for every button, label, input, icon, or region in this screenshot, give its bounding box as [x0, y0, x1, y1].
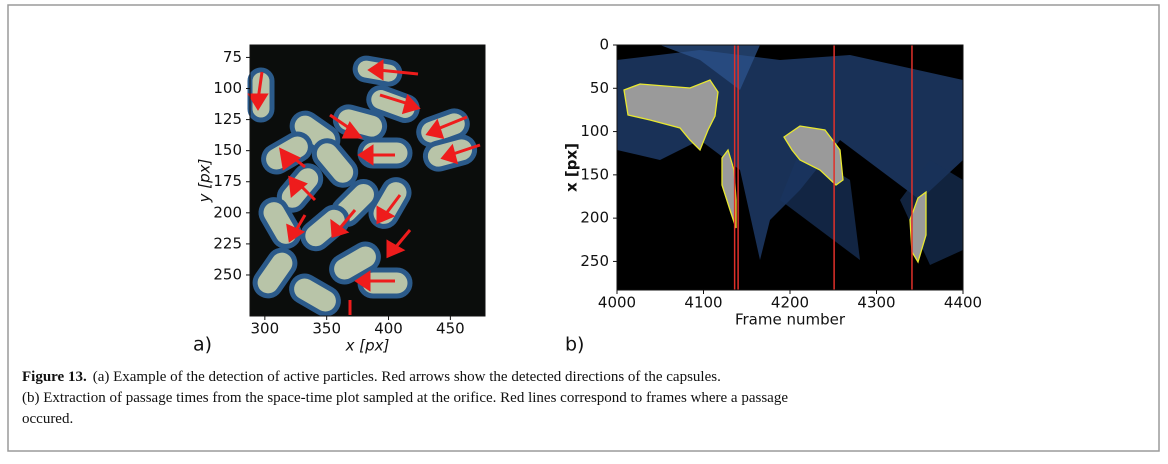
caption-line: (a) Example of the detection of active p… — [93, 369, 721, 385]
y-tick-label: 100 — [580, 122, 609, 140]
x-tick-label: 450 — [436, 320, 465, 338]
y-tick-label: 200 — [213, 203, 242, 221]
caption-text: Figure 13. (a) Example of the detection o… — [22, 369, 721, 385]
y-tick-label: 250 — [213, 265, 242, 283]
y-tick-label: 100 — [213, 79, 242, 97]
x-tick-label: 350 — [312, 320, 341, 338]
y-tick-label: 0 — [599, 36, 609, 54]
x-tick-label: 300 — [251, 320, 280, 338]
caption-label: Figure 13. — [22, 369, 87, 385]
y-tick-label: 50 — [590, 79, 609, 97]
y-tick-label: 75 — [223, 48, 242, 66]
caption-line: occured. — [22, 411, 73, 427]
panel-label: a) — [193, 334, 212, 356]
y-tick-label: 250 — [580, 252, 609, 270]
y-tick-label: 125 — [213, 110, 242, 128]
y-tick-label: 200 — [580, 209, 609, 227]
caption-line: (b) Extraction of passage times from the… — [22, 390, 788, 406]
x-tick-label: 4200 — [771, 294, 809, 312]
space-time-image — [617, 45, 963, 290]
caption: Figure 13. (a) Example of the detection o… — [22, 369, 788, 427]
figure-frame — [7, 4, 1160, 452]
y-axis-label: x [px] — [563, 143, 581, 192]
y-axis-label: y [px] — [196, 158, 214, 203]
y-tick-label: 150 — [580, 165, 609, 183]
y-tick-label: 225 — [213, 234, 242, 252]
x-tick-label: 4400 — [944, 294, 982, 312]
particle-image — [247, 45, 485, 317]
x-tick-label: 4000 — [598, 294, 636, 312]
y-tick-label: 150 — [213, 141, 242, 159]
x-tick-label: 400 — [374, 320, 403, 338]
y-tick-label: 175 — [213, 172, 242, 190]
plot-frame — [616, 44, 964, 291]
x-axis-label: x [px] — [345, 337, 390, 355]
x-axis-label: Frame number — [735, 311, 846, 329]
plot-frame — [249, 44, 486, 317]
x-tick-label: 4300 — [857, 294, 895, 312]
x-tick-label: 4100 — [684, 294, 722, 312]
panel-label: b) — [565, 334, 584, 356]
